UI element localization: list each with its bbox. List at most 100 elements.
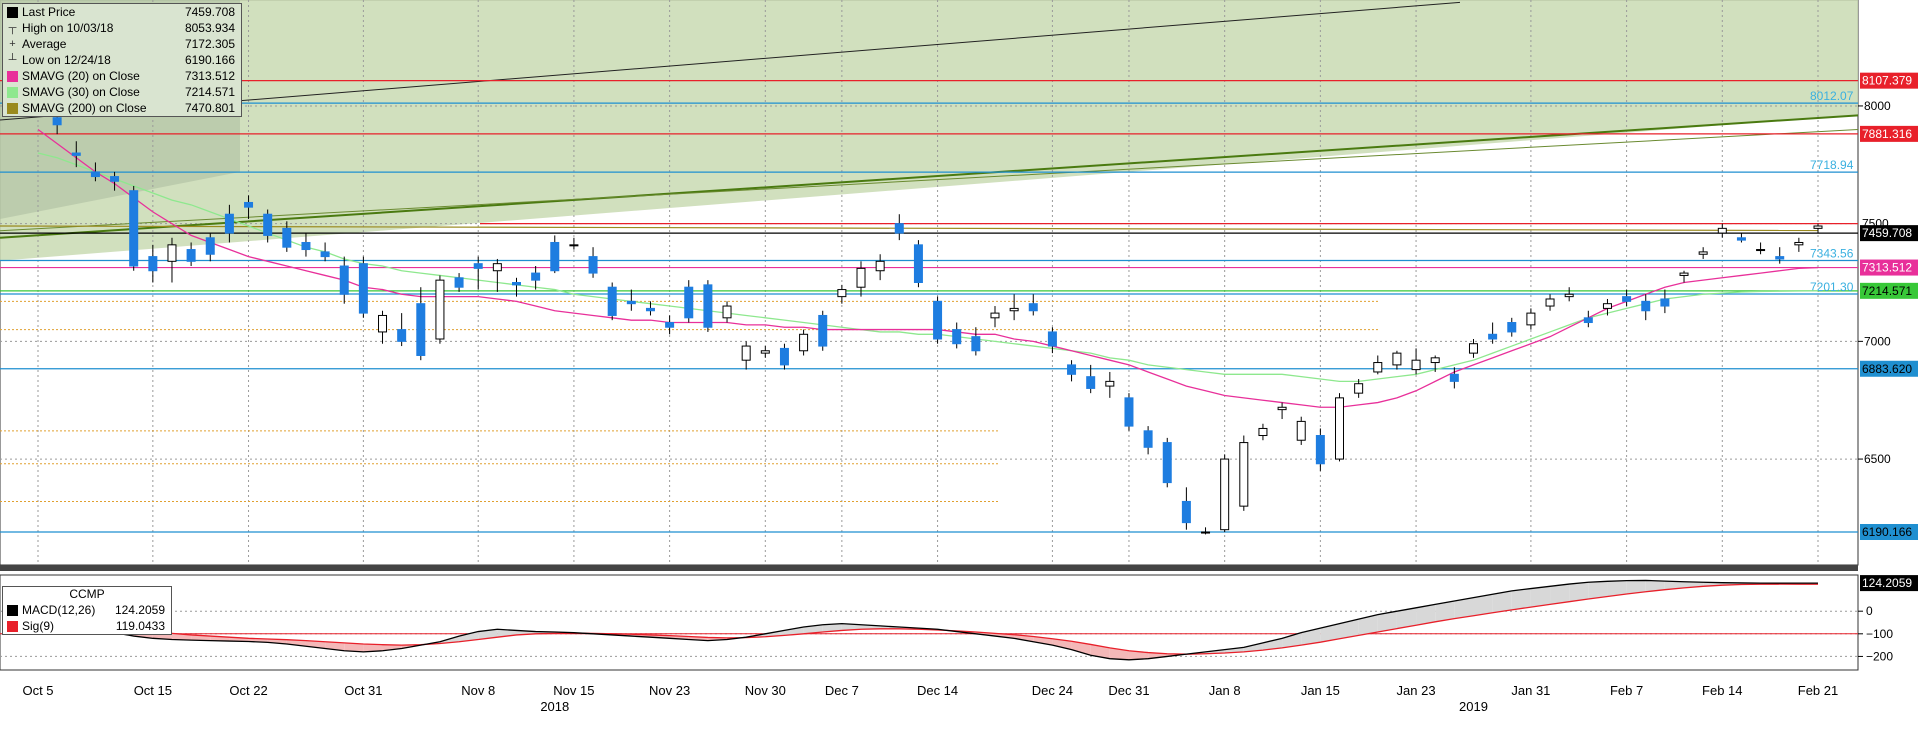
candle-body [205,237,215,255]
candle-body [1756,249,1766,252]
legend-row-high: ┬ High on 10/03/18 8053.934 [3,20,241,36]
candle-body [473,263,483,269]
legend-label-sma20: SMAVG (20) on Close [22,69,140,83]
legend-row-sma200: SMAVG (200) on Close 7470.801 [3,100,241,116]
x-tick-label: Oct 15 [134,683,172,698]
candle-body [378,314,388,333]
candle-body [933,300,943,340]
macd-fill [1358,614,1378,636]
macd-fill [1454,597,1474,619]
candle-body [263,213,273,236]
candle-body [1028,303,1038,312]
tick-icon: ┬ [8,22,17,34]
x-tick-label: Nov 8 [461,683,495,698]
level-label: 7343.56 [1810,246,1854,260]
candle-body [626,300,636,305]
candle-body [837,289,847,298]
candle-body [1775,256,1785,260]
macd-fill [822,623,842,632]
candle-body [1354,383,1364,394]
macd-fill [1626,580,1646,594]
legend-swatch-sma200 [7,102,18,114]
candle-body [971,336,981,352]
candle-body [665,322,675,328]
candle-body [569,244,579,247]
candle-body [244,201,254,208]
candle-body [167,244,177,262]
candle-body [186,249,196,262]
candle-body [1794,241,1804,246]
x-tick-label: Feb 14 [1702,683,1742,698]
macd-fill [1607,580,1627,597]
sma200-line [0,225,1819,232]
candle-body [129,190,139,267]
legend-row-sma20: SMAVG (20) on Close 7313.512 [3,68,241,84]
candle-body [799,333,809,352]
candle-body [1622,296,1632,302]
candle-body [71,152,81,156]
candle-body [454,277,464,288]
candle-body [1067,364,1077,375]
legend-row-signal: Sig(9) 119.0433 [3,618,171,634]
x-tick-label: Oct 22 [229,683,267,698]
macd-legend-title: CCMP [69,587,105,601]
candle-body [90,171,100,178]
candle-body [1583,317,1593,324]
macd-fill [1301,628,1321,646]
candle-body [531,272,541,281]
x-tick-label: Dec 24 [1032,683,1073,698]
candle-body [1526,312,1536,326]
macd-fill [1664,581,1685,590]
macd-fill [478,629,498,640]
x-year-label: 2019 [1459,699,1488,714]
x-tick-label: Oct 31 [344,683,382,698]
legend-swatch-sma30 [7,86,18,98]
candle-body [1009,307,1019,312]
level-label-box [1860,360,1918,377]
legend-row-sma30: SMAVG (30) on Close 7214.571 [3,84,241,100]
legend-value-last-price: 7459.708 [184,5,235,19]
macd-fill [1569,582,1589,602]
candle-body [1277,406,1287,411]
candle-body [1201,531,1211,534]
x-tick-label: Oct 5 [22,683,53,698]
macd-fill [1243,642,1263,652]
macd-fill [1511,588,1531,610]
legend-swatch-sma20 [7,70,18,82]
candle-body [1813,225,1823,229]
sma20-line [37,128,1819,408]
candle-body [1392,352,1402,366]
level-label: 7881.316 [1862,127,1912,141]
x-tick-label: Dec 31 [1108,683,1149,698]
candle-body [1736,237,1746,241]
x-year-label: 2018 [540,699,569,714]
macd-fill [1109,647,1129,660]
candle-body [1086,376,1096,389]
legend-value-average: 7172.305 [184,37,235,51]
legend-label-high: High on 10/03/18 [22,21,114,35]
candle-body [1373,362,1383,373]
candle-body [1105,380,1115,387]
macd-fill [841,623,862,631]
candle-body [779,347,789,366]
x-tick-label: Feb 7 [1610,683,1643,698]
candle-body [1698,251,1708,255]
legend-row-low: ┴ Low on 12/24/18 6190.166 [3,52,241,68]
legend-value-signal: 119.0433 [115,619,165,633]
level-label: 7718.94 [1810,158,1854,172]
candle-body [1488,333,1498,340]
legend-swatch-macd [7,604,18,616]
candle-body [339,265,349,295]
candle-body [1315,435,1325,465]
level-label: 7214.571 [1862,284,1912,298]
candle-body [856,267,866,288]
candle-body [952,329,962,345]
legend-label-signal: Sig(9) [22,619,55,633]
macd-fill [459,631,479,642]
tick-icon: ┴ [8,54,17,66]
legend-value-sma30: 7214.571 [184,85,235,99]
macd-axis-tick-label: −200 [1866,649,1893,663]
candle-body [1047,331,1057,347]
macd-fill [1473,594,1493,616]
macd-axis-tick-label: 0 [1866,604,1873,618]
